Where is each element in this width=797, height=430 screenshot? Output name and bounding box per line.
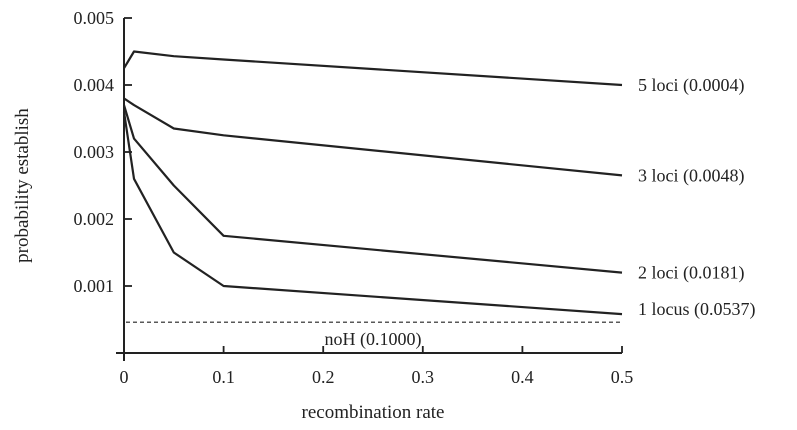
series-label-5-loci: 5 loci (0.0004) [638,75,744,96]
x-tick-label: 0.2 [312,367,335,387]
axes [116,18,622,361]
y-tick-label: 0.003 [74,142,115,162]
x-tick-label: 0.1 [212,367,235,387]
series-label-3-loci: 3 loci (0.0048) [638,165,744,186]
series-line-1-locus [122,111,623,316]
x-tick-label: 0.3 [412,367,435,387]
series-label-2-loci: 2 loci (0.0181) [638,263,744,284]
y-tick-label: 0.001 [74,276,115,296]
y-axis-label: probability establish [12,108,33,263]
series-label-1-locus: 1 locus (0.0537) [638,299,755,320]
reference-line-group: noH (0.1000) [126,321,622,350]
series-line-3-loci [123,97,623,177]
x-tick-label: 0.4 [511,367,534,387]
x-tick-label: 0.5 [611,367,634,387]
series-labels: 5 loci (0.0004) 3 loci (0.0048) 2 loci (0.… [638,75,755,320]
y-tick-label: 0.004 [74,75,115,95]
x-tick-label: 0 [120,367,129,387]
y-tick-label: 0.005 [74,8,115,28]
series-line-2-loci [122,104,623,274]
reference-line-label: noH (0.1000) [325,329,422,350]
series-lines [122,50,623,316]
y-tick-label: 0.002 [74,209,115,229]
series-line-5-loci [123,50,623,87]
ticks: 0 0.1 0.2 0.3 0.4 0.5 0.001 0.002 0.003 0.004 0.00… [74,8,634,387]
x-axis-label: recombination rate [302,402,445,423]
